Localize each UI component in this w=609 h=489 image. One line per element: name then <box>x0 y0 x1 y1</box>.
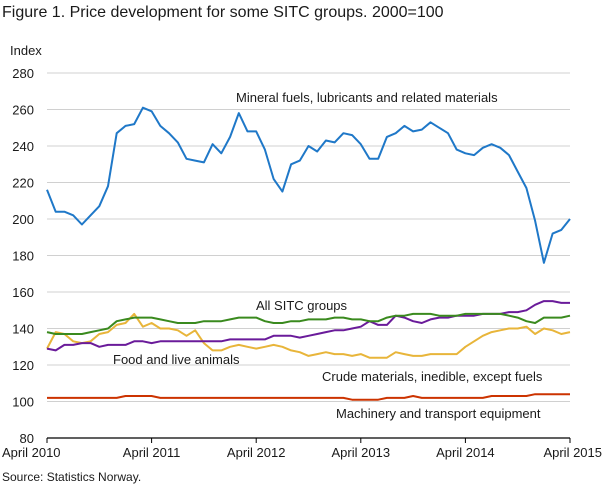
x-tick-label: April 2011 <box>123 445 181 460</box>
x-tick-label: April 2012 <box>227 445 286 460</box>
series-label: Mineral fuels, lubricants and related ma… <box>236 90 498 105</box>
x-tick-label: April 2013 <box>332 445 391 460</box>
y-tick-labels: 80 100 120 140 160 180 200 220 240 260 280 <box>12 66 34 446</box>
y-tick-label: 200 <box>12 212 34 227</box>
y-tick-label: 100 <box>12 395 34 410</box>
series-label: Food and live animals <box>113 352 240 367</box>
y-tick-label: 160 <box>12 285 34 300</box>
x-tick-label: April 2015 <box>543 445 602 460</box>
y-tick-label: 120 <box>12 358 34 373</box>
series-line-machinery-and-transport-equipment <box>47 393 570 401</box>
series-lines <box>46 106 571 401</box>
y-tick-label: 240 <box>12 139 34 154</box>
x-tick-label: April 2010 <box>2 445 61 460</box>
y-tick-label: 180 <box>12 249 34 264</box>
series-label: Crude materials, inedible, except fuels <box>322 369 543 384</box>
series-label: Machinery and transport equipment <box>336 406 541 421</box>
y-tick-label: 140 <box>12 322 34 337</box>
series-label: All SITC groups <box>256 298 348 313</box>
series-line-mineral-fuels-lubricants-and-related-materials <box>46 106 571 264</box>
x-tick-labels: April 2010 April 2011 April 2012 April 2013… <box>2 438 602 460</box>
x-tick-label: April 2014 <box>436 445 495 460</box>
y-axis-label: Index <box>10 43 42 58</box>
chart-title: Figure 1. Price development for some SIT… <box>2 4 444 21</box>
source-note: Source: Statistics Norway. <box>2 470 142 484</box>
y-tick-label: 80 <box>20 431 34 446</box>
series-labels: Mineral fuels, lubricants and related ma… <box>113 90 543 421</box>
y-tick-label: 220 <box>12 176 34 191</box>
series-line-crude-materials-inedible-except-fuels <box>46 312 571 359</box>
y-tick-label: 260 <box>12 103 34 118</box>
y-tick-label: 280 <box>12 66 34 81</box>
series-line-all-sitc-groups <box>46 312 571 335</box>
